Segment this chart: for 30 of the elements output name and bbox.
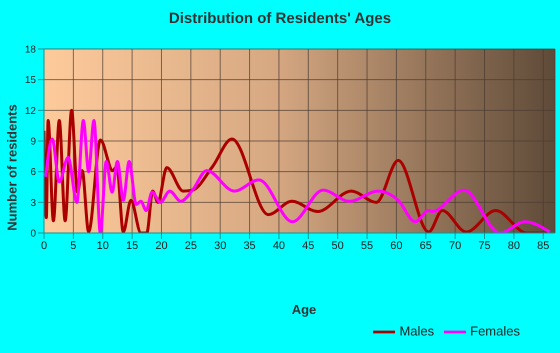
y-tick-label: 3 — [30, 198, 36, 209]
x-tick-label: 85 — [537, 240, 550, 252]
x-tick-label: 10 — [96, 240, 109, 252]
x-tick-label: 50 — [332, 240, 344, 252]
x-tick-label: 15 — [126, 240, 138, 252]
x-tick-label: 35 — [243, 240, 256, 252]
y-tick-label: 6 — [30, 167, 36, 178]
y-tick-label: 15 — [24, 75, 36, 86]
x-tick-label: 45 — [302, 240, 314, 252]
x-tick-label: 55 — [360, 240, 374, 252]
y-tick-label: 0 — [30, 228, 36, 240]
legend-label: Females — [470, 323, 520, 338]
x-tick-label: 80 — [508, 240, 520, 252]
x-tick-label: 65 — [420, 240, 432, 252]
x-tick-label: 40 — [272, 240, 286, 252]
x-tick-label: 25 — [184, 240, 197, 252]
x-tick-label: 20 — [155, 240, 168, 252]
x-tick-label: 30 — [214, 240, 226, 252]
legend-label: Males — [399, 323, 434, 338]
y-axis-title: Number of residents — [4, 104, 20, 230]
y-tick-label: 18 — [24, 44, 36, 56]
chart-title: Distribution of Residents' Ages — [168, 10, 392, 27]
x-tick-label: 75 — [478, 240, 491, 252]
x-axis-title: Age — [290, 302, 318, 317]
x-tick-label: 0 — [40, 240, 48, 252]
y-tick-label: 9 — [30, 136, 36, 148]
x-tick-label: 70 — [449, 240, 462, 252]
x-tick-label: 60 — [390, 240, 403, 252]
y-tick-label: 12 — [24, 106, 36, 117]
x-tick-label: 5 — [70, 240, 76, 252]
